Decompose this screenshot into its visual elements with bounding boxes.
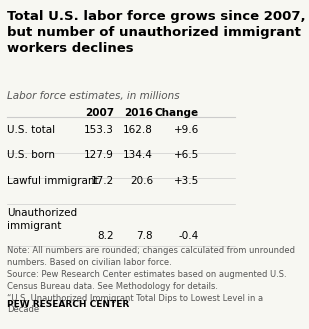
Text: 7.8: 7.8 [136, 231, 153, 241]
Text: -0.4: -0.4 [179, 231, 199, 241]
Text: 2007: 2007 [85, 108, 114, 118]
Text: 17.2: 17.2 [91, 176, 114, 186]
Text: Lawful immigrant: Lawful immigrant [7, 176, 99, 186]
Text: +9.6: +9.6 [174, 125, 199, 135]
Text: Unauthorized
immigrant: Unauthorized immigrant [7, 208, 78, 231]
Text: 127.9: 127.9 [84, 150, 114, 160]
Text: Change: Change [155, 108, 199, 118]
Text: 134.4: 134.4 [123, 150, 153, 160]
Text: Total U.S. labor force grows since 2007,
but number of unauthorized immigrant
wo: Total U.S. labor force grows since 2007,… [7, 10, 306, 55]
Text: Labor force estimates, in millions: Labor force estimates, in millions [7, 90, 180, 101]
Text: 20.6: 20.6 [130, 176, 153, 186]
Text: 153.3: 153.3 [84, 125, 114, 135]
Text: 2016: 2016 [124, 108, 153, 118]
Text: U.S. total: U.S. total [7, 125, 55, 135]
Text: +6.5: +6.5 [174, 150, 199, 160]
Text: PEW RESEARCH CENTER: PEW RESEARCH CENTER [7, 300, 129, 309]
Text: Note: All numbers are rounded; changes calculated from unrounded
numbers. Based : Note: All numbers are rounded; changes c… [7, 246, 295, 315]
Text: +3.5: +3.5 [174, 176, 199, 186]
Text: 162.8: 162.8 [123, 125, 153, 135]
Text: 8.2: 8.2 [97, 231, 114, 241]
Text: U.S. born: U.S. born [7, 150, 55, 160]
